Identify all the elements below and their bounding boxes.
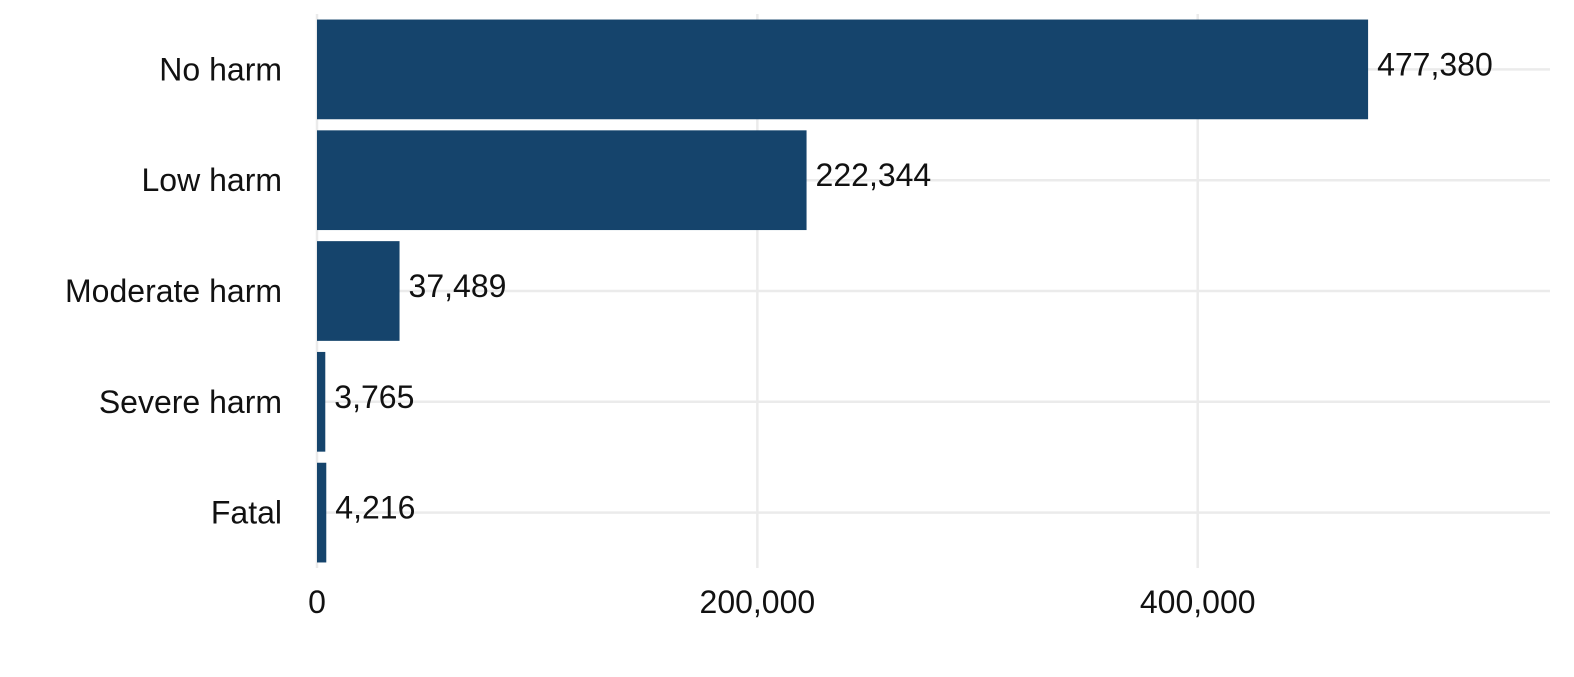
x-tick-label: 0 xyxy=(308,584,326,620)
category-label: Fatal xyxy=(211,495,282,531)
bar xyxy=(317,462,327,563)
x-tick-label: 200,000 xyxy=(700,584,816,620)
bar xyxy=(317,351,326,452)
bar-value-label: 222,344 xyxy=(816,157,932,193)
bars xyxy=(317,19,1369,563)
bar-value-label: 37,489 xyxy=(409,268,507,304)
bar-value-label: 477,380 xyxy=(1377,46,1493,82)
bar-value-label: 4,216 xyxy=(335,490,415,526)
value-labels: 477,380 222,344 37,489 3,765 4,216 xyxy=(334,46,1492,525)
category-label: No harm xyxy=(159,51,282,87)
x-axis-tick-labels: 0 200,000 400,000 xyxy=(308,584,1255,620)
category-label: Low harm xyxy=(142,162,283,198)
bar xyxy=(317,19,1369,120)
x-tick-label: 400,000 xyxy=(1140,584,1256,620)
category-label: Severe harm xyxy=(99,384,282,420)
category-label: Moderate harm xyxy=(65,273,282,309)
bar xyxy=(317,241,400,341)
bar-value-label: 3,765 xyxy=(334,379,414,415)
category-labels: No harm Low harm Moderate harm Severe harm F… xyxy=(65,51,282,530)
bar xyxy=(317,130,807,231)
